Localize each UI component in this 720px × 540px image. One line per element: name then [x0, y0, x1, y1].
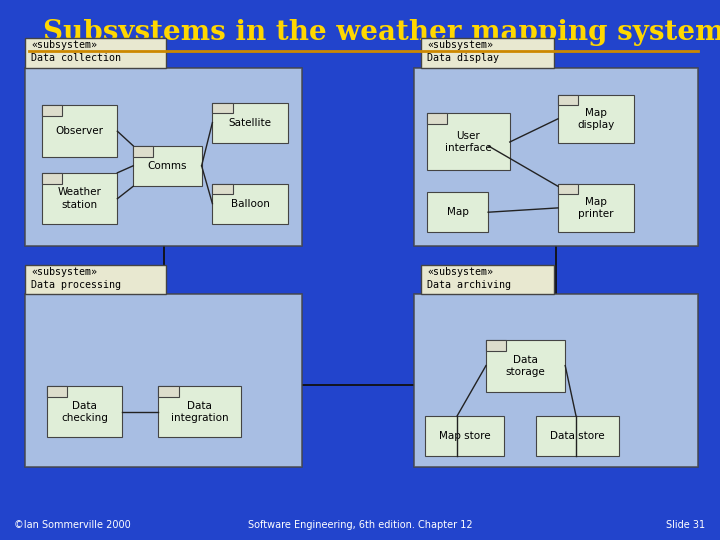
Text: «subsystem»
Data display: «subsystem» Data display: [427, 40, 499, 63]
FancyBboxPatch shape: [486, 340, 565, 392]
FancyBboxPatch shape: [47, 386, 122, 437]
FancyBboxPatch shape: [25, 265, 166, 294]
Text: Subsystems in the weather mapping system: Subsystems in the weather mapping system: [43, 19, 720, 46]
FancyBboxPatch shape: [47, 386, 67, 397]
FancyBboxPatch shape: [212, 103, 288, 143]
Text: «subsystem»
Data processing: «subsystem» Data processing: [31, 267, 121, 289]
FancyBboxPatch shape: [427, 192, 488, 232]
FancyBboxPatch shape: [212, 184, 233, 194]
Text: ©Ian Sommerville 2000: ©Ian Sommerville 2000: [14, 520, 131, 530]
Text: «subsystem»
Data archiving: «subsystem» Data archiving: [427, 267, 511, 289]
Text: Data
storage: Data storage: [505, 355, 546, 377]
FancyBboxPatch shape: [558, 94, 578, 105]
FancyBboxPatch shape: [558, 184, 578, 194]
FancyBboxPatch shape: [212, 184, 288, 224]
Text: Software Engineering, 6th edition. Chapter 12: Software Engineering, 6th edition. Chapt…: [248, 520, 472, 530]
Text: User
interface: User interface: [445, 131, 492, 153]
FancyBboxPatch shape: [421, 265, 554, 294]
Text: «subsystem»
Data collection: «subsystem» Data collection: [31, 40, 121, 63]
FancyBboxPatch shape: [25, 294, 302, 467]
FancyBboxPatch shape: [42, 173, 117, 224]
FancyBboxPatch shape: [427, 113, 510, 170]
FancyBboxPatch shape: [558, 184, 634, 232]
Text: Balloon: Balloon: [231, 199, 269, 209]
Text: Weather
station: Weather station: [58, 187, 102, 210]
Text: Data
checking: Data checking: [61, 401, 108, 423]
Text: Map: Map: [446, 207, 469, 217]
FancyBboxPatch shape: [42, 105, 117, 157]
FancyBboxPatch shape: [42, 105, 62, 116]
FancyBboxPatch shape: [158, 386, 241, 437]
FancyBboxPatch shape: [427, 113, 447, 124]
FancyBboxPatch shape: [25, 38, 166, 68]
FancyBboxPatch shape: [212, 103, 233, 113]
FancyBboxPatch shape: [558, 94, 634, 143]
FancyBboxPatch shape: [133, 146, 153, 157]
Text: Map store: Map store: [438, 431, 490, 441]
Text: Slide 31: Slide 31: [667, 520, 706, 530]
FancyBboxPatch shape: [536, 416, 619, 456]
FancyBboxPatch shape: [133, 146, 202, 186]
FancyBboxPatch shape: [486, 340, 506, 351]
FancyBboxPatch shape: [25, 68, 302, 246]
FancyBboxPatch shape: [421, 38, 554, 68]
Text: Data
integration: Data integration: [171, 401, 229, 423]
Text: Data store: Data store: [551, 431, 605, 441]
FancyBboxPatch shape: [42, 173, 62, 184]
Text: Map
display: Map display: [577, 107, 614, 130]
FancyBboxPatch shape: [425, 416, 504, 456]
Text: Observer: Observer: [55, 126, 104, 136]
FancyBboxPatch shape: [414, 294, 698, 467]
FancyBboxPatch shape: [158, 386, 179, 397]
Text: Comms: Comms: [148, 161, 187, 171]
FancyBboxPatch shape: [414, 68, 698, 246]
Text: Satellite: Satellite: [229, 118, 271, 128]
Text: Map
printer: Map printer: [578, 197, 613, 219]
